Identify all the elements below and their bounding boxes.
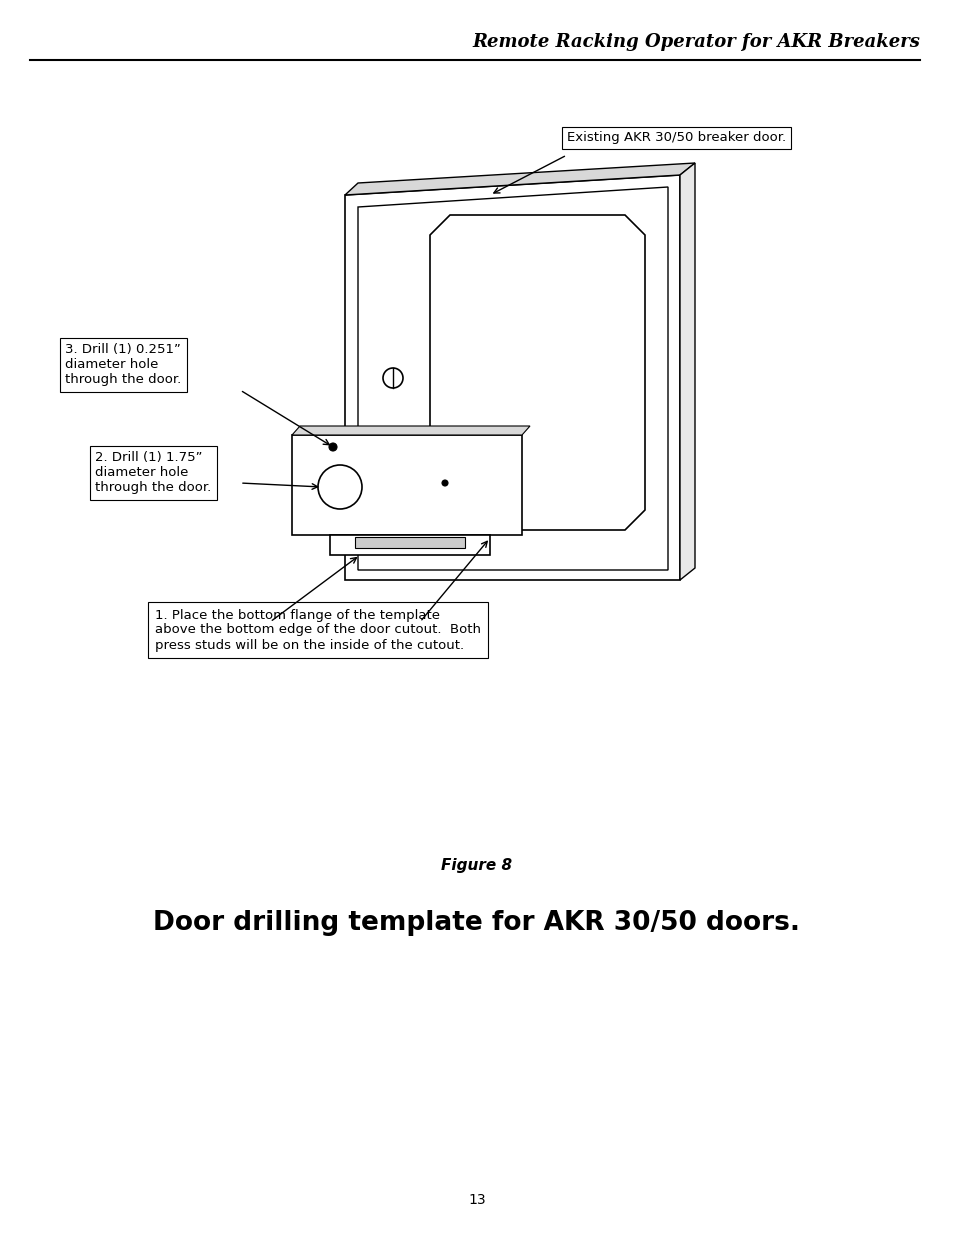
Text: 13: 13 [468,1193,485,1207]
Circle shape [441,480,448,487]
Text: Remote Racking Operator for AKR Breakers: Remote Racking Operator for AKR Breakers [472,33,919,51]
Text: 2. Drill (1) 1.75”
diameter hole
through the door.: 2. Drill (1) 1.75” diameter hole through… [95,452,211,494]
Text: 1. Place the bottom flange of the template
above the bottom edge of the door cut: 1. Place the bottom flange of the templa… [154,609,480,652]
Polygon shape [292,426,530,435]
Polygon shape [355,537,464,548]
Text: Door drilling template for AKR 30/50 doors.: Door drilling template for AKR 30/50 doo… [153,910,800,936]
Text: Figure 8: Figure 8 [441,858,512,873]
Circle shape [329,443,336,451]
Polygon shape [345,163,695,195]
Text: 3. Drill (1) 0.251”
diameter hole
through the door.: 3. Drill (1) 0.251” diameter hole throug… [65,343,181,387]
Polygon shape [292,435,521,535]
Polygon shape [330,535,490,555]
Text: Existing AKR 30/50 breaker door.: Existing AKR 30/50 breaker door. [566,131,785,144]
Polygon shape [345,175,679,580]
Polygon shape [430,215,644,530]
Polygon shape [679,163,695,580]
